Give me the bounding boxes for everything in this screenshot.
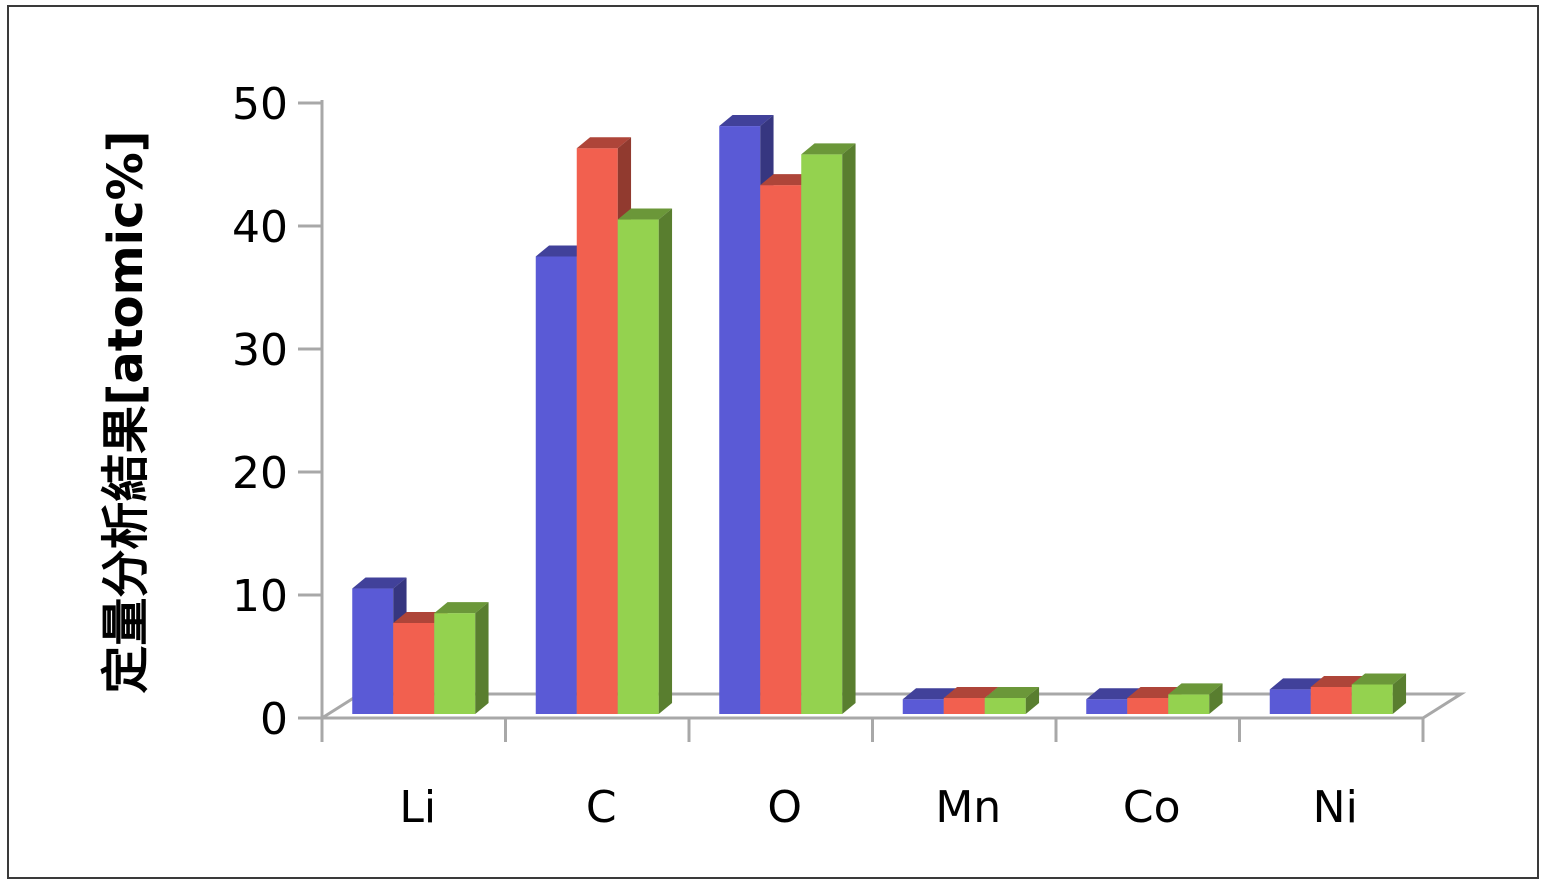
- bar-side: [842, 143, 856, 715]
- bar-front: [719, 126, 761, 714]
- y-tick-label: 20: [232, 448, 288, 499]
- bar-top: [1269, 678, 1325, 690]
- bar-front: [801, 154, 843, 715]
- bar-side: [1209, 683, 1223, 714]
- bar-top: [719, 115, 774, 127]
- y-tick-label: 50: [232, 79, 288, 130]
- bar-top: [760, 174, 815, 186]
- bar-top: [1168, 683, 1223, 695]
- bar-front: [1127, 698, 1169, 714]
- bar-top: [984, 687, 1040, 699]
- x-tick-label: Ni: [1313, 782, 1358, 833]
- bar-top: [576, 137, 632, 149]
- bar-side: [658, 208, 673, 715]
- labels: 0 10 20 30 40 50 Li C O Mn Co Ni: [232, 79, 1358, 833]
- bar-front: [393, 622, 435, 714]
- bar-front: [1086, 699, 1128, 714]
- bar-front: [434, 613, 476, 714]
- bar-side: [1025, 687, 1040, 714]
- y-tick-label: 10: [232, 571, 288, 622]
- bar-front: [352, 588, 394, 714]
- x-tick-label: Li: [399, 782, 436, 833]
- x-tick-label: Mn: [935, 782, 1001, 833]
- bar-front: [576, 148, 618, 714]
- y-axis-label: 定量分析結果[atomic%]: [98, 130, 154, 693]
- bar-top: [393, 611, 448, 623]
- bar-top: [617, 208, 673, 220]
- bar-top: [535, 245, 591, 257]
- bar-front: [984, 698, 1026, 714]
- y-tick-label: 30: [232, 325, 288, 376]
- bar-front: [902, 699, 944, 714]
- bar-side: [1392, 673, 1407, 714]
- bar: [1127, 687, 1182, 714]
- x-tick-label: Co: [1123, 782, 1181, 833]
- bar-top: [902, 688, 958, 700]
- bar: [1168, 683, 1223, 714]
- bar-front: [760, 185, 802, 715]
- x-tick-label: C: [586, 782, 617, 833]
- bar-front: [535, 256, 577, 714]
- bar: [1351, 673, 1407, 714]
- bar-top: [943, 687, 999, 699]
- bar-side: [475, 602, 489, 714]
- bar-top: [434, 602, 489, 614]
- bar-front: [617, 219, 659, 715]
- bar-front: [1351, 684, 1393, 714]
- y-tick-label: 0: [260, 694, 288, 745]
- bars: [352, 115, 1407, 715]
- bar: [984, 687, 1040, 714]
- bar: [617, 208, 673, 715]
- bar-top: [1086, 688, 1141, 700]
- bar-front: [1310, 686, 1352, 714]
- x-tick-label: O: [767, 782, 802, 833]
- bar-top: [1310, 675, 1366, 687]
- bar-top: [801, 143, 856, 155]
- bar-front: [1168, 694, 1210, 714]
- y-tick-label: 40: [232, 202, 288, 253]
- bar: [801, 143, 856, 715]
- bar-top: [1127, 687, 1182, 699]
- bar-front: [943, 698, 985, 714]
- bar-top: [352, 577, 407, 589]
- bar: [434, 602, 489, 714]
- bar-front: [1269, 689, 1311, 714]
- bar-top: [1351, 673, 1407, 685]
